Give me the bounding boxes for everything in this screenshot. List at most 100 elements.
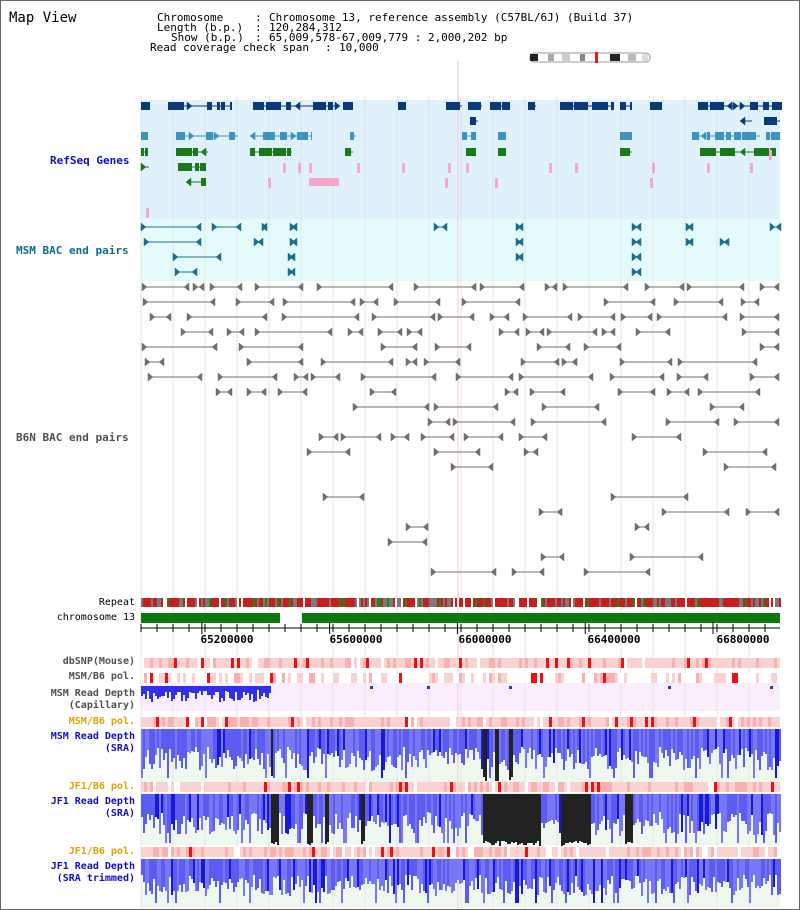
track-label-msm-b6-pol-2[interactable]: MSM/B6 pol. bbox=[68, 716, 135, 727]
depth-bar bbox=[327, 729, 329, 754]
polymorphism-cell bbox=[747, 658, 750, 668]
polymorphism-cell bbox=[738, 717, 741, 727]
depth-bar bbox=[401, 729, 403, 770]
track-label-msm-b6-pol-1[interactable]: MSM/B6 pol. bbox=[68, 671, 135, 682]
polymorphism-cell bbox=[384, 717, 387, 727]
depth-bar bbox=[343, 729, 345, 750]
polymorphism-cell bbox=[147, 847, 150, 857]
track-label-msm-bac[interactable]: MSM BAC end pairs bbox=[16, 244, 129, 257]
track-label-msm-depth-sra[interactable]: MSM Read Depth (SRA) bbox=[51, 731, 135, 755]
repeat-block bbox=[147, 598, 149, 607]
gene-exon bbox=[193, 148, 198, 156]
track-label-jf1-b6-pol-2[interactable]: JF1/B6 pol. bbox=[68, 846, 135, 857]
polymorphism-cell bbox=[609, 673, 612, 683]
depth-bar bbox=[195, 794, 197, 833]
depth-bar bbox=[583, 794, 585, 843]
bac-end-arrow bbox=[773, 372, 780, 382]
polymorphism-cell bbox=[141, 673, 144, 683]
polymorphism-cell bbox=[762, 658, 765, 668]
bac-end-arrow bbox=[631, 432, 638, 442]
polymorphism-cell bbox=[351, 847, 354, 857]
repeat-block bbox=[581, 598, 583, 607]
depth-bar bbox=[215, 794, 217, 818]
strand-arrow bbox=[213, 131, 220, 141]
polymorphism-cell bbox=[741, 658, 744, 668]
bac-end-arrow bbox=[717, 297, 724, 307]
depth-bar bbox=[747, 794, 749, 834]
polymorphism-cell bbox=[606, 658, 609, 668]
polymorphism-cell bbox=[576, 717, 579, 727]
pink-feature bbox=[283, 163, 286, 173]
depth-bar bbox=[255, 859, 257, 890]
depth-bar bbox=[725, 859, 727, 882]
polymorphism-cell bbox=[552, 847, 555, 857]
depth-bar bbox=[771, 729, 773, 770]
depth-bar bbox=[417, 729, 419, 767]
depth-bar bbox=[239, 859, 241, 879]
repeat-block bbox=[743, 598, 745, 607]
polymorphism-cell bbox=[510, 658, 513, 668]
bac-end-arrow bbox=[396, 327, 403, 337]
depth-bar bbox=[507, 729, 509, 770]
capillary-depth-bar bbox=[243, 686, 245, 692]
polymorphism-cell bbox=[705, 658, 708, 668]
track-label-dbsnp[interactable]: dbSNP(Mouse) bbox=[62, 656, 135, 667]
polymorphism-cell bbox=[513, 782, 516, 792]
depth-bar bbox=[163, 859, 165, 887]
track-label-msm-depth-capillary[interactable]: MSM Read Depth (Capillary) bbox=[51, 688, 135, 712]
polymorphism-cell bbox=[213, 717, 216, 727]
depth-bar bbox=[429, 729, 431, 755]
track-label-jf1-depth-trimmed[interactable]: JF1 Read Depth (SRA trimmed) bbox=[51, 861, 135, 885]
depth-bar bbox=[353, 794, 355, 828]
polymorphism-cell bbox=[441, 658, 444, 668]
polymorphism-cell bbox=[636, 717, 639, 727]
depth-bar bbox=[545, 794, 547, 823]
polymorphism-cell bbox=[603, 847, 606, 857]
polymorphism-cell bbox=[681, 717, 684, 727]
depth-bar bbox=[221, 729, 223, 767]
bac-end-arrow bbox=[297, 357, 304, 367]
gene-exon bbox=[754, 148, 769, 156]
depth-bar bbox=[331, 859, 333, 890]
track-label-chromosome[interactable]: chromosome 13 bbox=[56, 612, 135, 623]
polymorphism-cell bbox=[486, 673, 489, 683]
depth-bar bbox=[661, 859, 663, 894]
depth-bar bbox=[461, 729, 463, 763]
track-label-jf1-b6-pol-1[interactable]: JF1/B6 pol. bbox=[68, 781, 135, 792]
depth-bar bbox=[637, 729, 639, 764]
polymorphism-cell bbox=[480, 847, 483, 857]
gene-exon bbox=[398, 102, 406, 110]
depth-bar bbox=[769, 729, 771, 767]
depth-bar bbox=[607, 794, 609, 820]
bac-end-arrow bbox=[665, 417, 672, 427]
bac-end-arrow bbox=[405, 357, 412, 367]
polymorphism-cell bbox=[738, 782, 741, 792]
bac-end-arrow bbox=[733, 417, 740, 427]
track-label-refseq-genes[interactable]: RefSeq Genes bbox=[50, 154, 130, 167]
track-label-repeat[interactable]: Repeat bbox=[98, 597, 135, 608]
bac-end-arrow bbox=[646, 312, 653, 322]
polymorphism-cell bbox=[552, 717, 555, 727]
polymorphism-cell bbox=[594, 782, 597, 792]
track-label-b6n-bac[interactable]: B6N BAC end pairs bbox=[16, 431, 129, 444]
polymorphism-cell bbox=[210, 673, 213, 683]
gene-exon bbox=[772, 102, 782, 110]
depth-bar bbox=[321, 794, 323, 843]
polymorphism-cell bbox=[567, 673, 570, 683]
polymorphism-cell bbox=[771, 673, 774, 683]
polymorphism-cell bbox=[300, 782, 303, 792]
bac-end-arrow bbox=[571, 357, 578, 367]
depth-bar bbox=[563, 859, 565, 894]
polymorphism-cell bbox=[672, 717, 675, 727]
polymorphism-cell bbox=[657, 673, 660, 683]
strand-arrow bbox=[290, 131, 297, 141]
polymorphism-cell bbox=[597, 782, 600, 792]
depth-bar bbox=[337, 859, 339, 882]
bac-end-arrow bbox=[422, 522, 429, 532]
depth-bar bbox=[285, 794, 287, 833]
track-label-jf1-depth-sra[interactable]: JF1 Read Depth (SRA) bbox=[51, 796, 135, 820]
polymorphism-cell bbox=[378, 847, 381, 857]
depth-bar bbox=[347, 859, 349, 881]
repeat-block bbox=[167, 598, 169, 607]
strand-arrow bbox=[185, 177, 192, 187]
